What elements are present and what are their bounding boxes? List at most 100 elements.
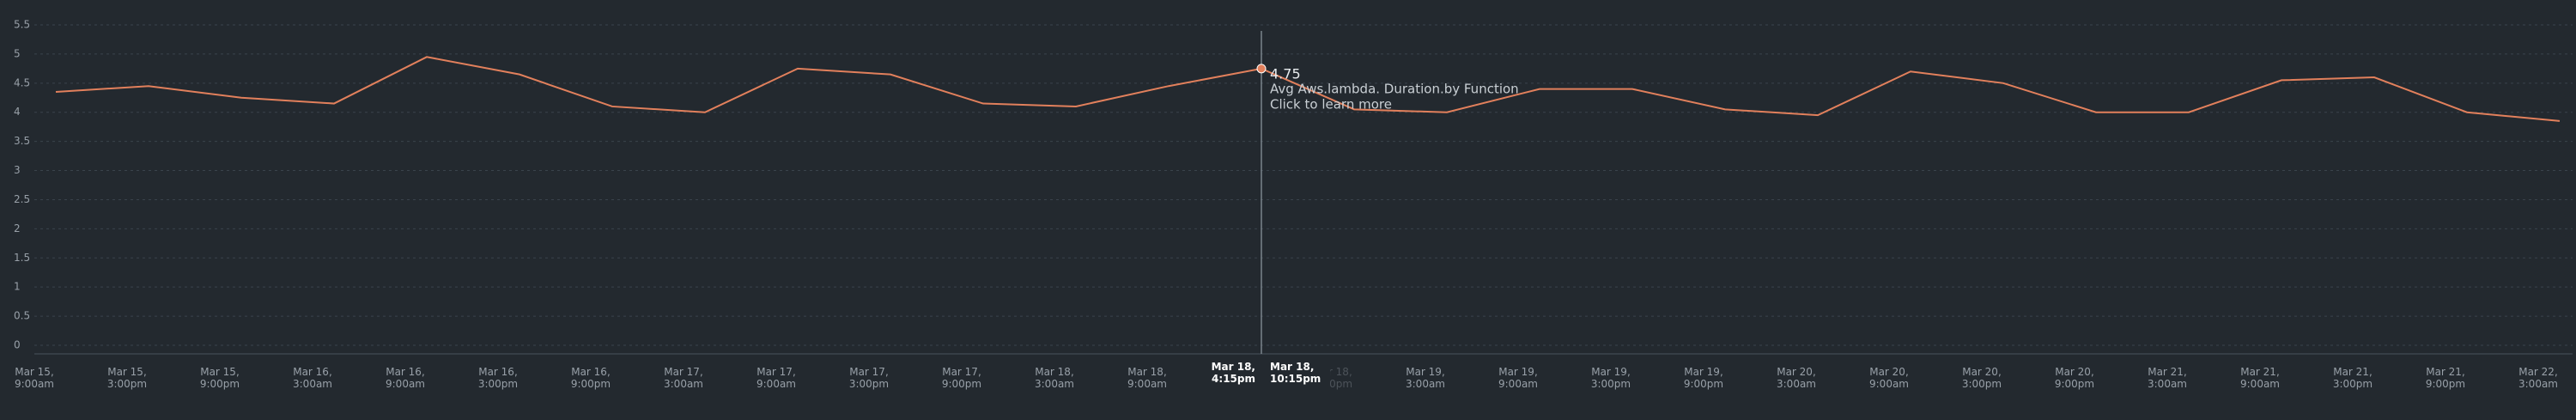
- x-tick-label-line: Mar 17,: [849, 366, 889, 378]
- x-tick-label: Mar 22, 3:00am: [2518, 366, 2558, 390]
- x-tick-label-line: Mar 15,: [200, 366, 240, 378]
- x-tick-label: Mar 19, 3:00pm: [1591, 366, 1631, 390]
- hover-x-label: Mar 18, 4:15pm: [1212, 361, 1255, 385]
- y-tick-label: 2: [14, 222, 21, 234]
- x-tick-label-line: Mar 20,: [1777, 366, 1816, 378]
- hover-x-label-line: 4:15pm: [1212, 373, 1255, 385]
- x-tick-label-line: 9:00pm: [2055, 378, 2094, 390]
- x-tick-label-line: 3:00pm: [2333, 378, 2372, 390]
- x-tick-label-line: 9:00pm: [1684, 378, 1723, 390]
- x-tick-label-line: Mar 18,: [1127, 366, 1167, 378]
- x-tick-label: Mar 17, 9:00am: [756, 366, 796, 390]
- x-tick-label-line: 3:00pm: [1591, 378, 1631, 390]
- x-tick-label-line: Mar 21,: [2148, 366, 2187, 378]
- x-tick-label-line: 9:00am: [1127, 378, 1167, 390]
- x-tick-label-line: Mar 22,: [2518, 366, 2558, 378]
- x-tick-label: Mar 21, 9:00am: [2240, 366, 2280, 390]
- x-tick-label-line: Mar 17,: [942, 366, 981, 378]
- x-tick-label-line: 9:00am: [15, 378, 54, 390]
- x-tick-label-line: 3:00am: [1406, 378, 1445, 390]
- x-tick-label-line: Mar 20,: [1869, 366, 1909, 378]
- hover-label-bg: [1210, 361, 1330, 388]
- x-tick-label-line: Mar 18,: [1035, 366, 1074, 378]
- x-tick-label-line: 3:00pm: [107, 378, 147, 390]
- x-tick-label-line: Mar 19,: [1591, 366, 1631, 378]
- x-tick-label-line: 9:00am: [756, 378, 796, 390]
- x-tick-label: Mar 15, 9:00am: [15, 366, 54, 390]
- x-tick-label-line: Mar 17,: [664, 366, 703, 378]
- x-tick-label-line: 9:00pm: [2426, 378, 2465, 390]
- x-tick-label: Mar 16, 9:00am: [386, 366, 425, 390]
- x-tick-label-line: 9:00am: [2240, 378, 2280, 390]
- x-tick-label-line: 3:00am: [293, 378, 332, 390]
- x-tick-label: Mar 16, 3:00am: [293, 366, 332, 390]
- x-tick-label-line: Mar 21,: [2333, 366, 2372, 378]
- x-tick-label-line: Mar 16,: [293, 366, 332, 378]
- y-tick-label: 2.5: [14, 193, 30, 205]
- x-tick-label-line: Mar 20,: [1962, 366, 2002, 378]
- x-tick-label: Mar 15, 9:00pm: [200, 366, 240, 390]
- hover-x-label: Mar 18, 10:15pm: [1270, 361, 1321, 385]
- x-tick-label: Mar 21, 3:00am: [2148, 366, 2187, 390]
- x-tick-label-line: 3:00pm: [478, 378, 518, 390]
- x-tick-label: Mar 21, 9:00pm: [2426, 366, 2465, 390]
- y-tick-label: 4: [14, 106, 21, 118]
- x-tick-label-line: Mar 15,: [15, 366, 54, 378]
- y-tick-label: 3.5: [14, 135, 30, 147]
- x-tick-label: Mar 15, 3:00pm: [107, 366, 147, 390]
- y-tick-label: 5: [14, 47, 21, 59]
- y-tick-label: 4.5: [14, 76, 30, 88]
- x-tick-label-line: Mar 16,: [386, 366, 425, 378]
- x-tick-label-line: Mar 16,: [478, 366, 518, 378]
- x-tick-label-line: 9:00am: [1869, 378, 1909, 390]
- x-tick-label-line: Mar 17,: [756, 366, 796, 378]
- tooltip-series: Avg Aws.lambda. Duration.by Function: [1270, 82, 1519, 97]
- hover-x-label-line: 10:15pm: [1270, 373, 1321, 385]
- x-tick-label-line: 3:00am: [2518, 378, 2558, 390]
- x-tick-label: Mar 16, 3:00pm: [478, 366, 518, 390]
- x-tick-label-line: 9:00pm: [942, 378, 981, 390]
- x-tick-label-line: 3:00am: [2148, 378, 2187, 390]
- y-tick-label: 1: [14, 281, 21, 293]
- x-tick-label: Mar 20, 9:00pm: [2055, 366, 2094, 390]
- x-tick-label-line: Mar 19,: [1406, 366, 1445, 378]
- y-tick-label: 3: [14, 164, 21, 176]
- x-tick-label: Mar 18, 3:00am: [1035, 366, 1074, 390]
- x-tick-label: Mar 17, 3:00am: [664, 366, 703, 390]
- y-tick-label: 5.5: [14, 19, 30, 31]
- x-tick-label: Mar 17, 9:00pm: [942, 366, 981, 390]
- x-tick-label: Mar 19, 3:00am: [1406, 366, 1445, 390]
- x-tick-label: Mar 18, 9:00am: [1127, 366, 1167, 390]
- x-tick-label: Mar 20, 3:00am: [1777, 366, 1816, 390]
- x-tick-label: Mar 16, 9:00pm: [571, 366, 611, 390]
- x-tick-label-line: 3:00pm: [1962, 378, 2002, 390]
- x-tick-label-line: 9:00pm: [571, 378, 611, 390]
- tooltip-cta: Click to learn more: [1270, 97, 1392, 113]
- x-tick-label-line: Mar 15,: [107, 366, 147, 378]
- x-tick-label-line: 3:00am: [664, 378, 703, 390]
- x-tick-label: Mar 19, 9:00am: [1498, 366, 1538, 390]
- x-tick-label-line: 3:00am: [1035, 378, 1074, 390]
- x-tick-label-line: Mar 19,: [1498, 366, 1538, 378]
- x-tick-label: Mar 17, 3:00pm: [849, 366, 889, 390]
- x-tick-label-line: 9:00am: [386, 378, 425, 390]
- y-tick-label: 1.5: [14, 252, 30, 264]
- x-tick-label: Mar 20, 3:00pm: [1962, 366, 2002, 390]
- x-tick-label-line: 9:00am: [1498, 378, 1538, 390]
- x-tick-label: Mar 20, 9:00am: [1869, 366, 1909, 390]
- hover-point: [1256, 64, 1267, 74]
- x-tick-label: Mar 19, 9:00pm: [1684, 366, 1723, 390]
- y-tick-label: 0: [14, 339, 21, 351]
- x-tick-label: Mar 21, 3:00pm: [2333, 366, 2372, 390]
- hover-x-label-line: Mar 18,: [1270, 361, 1314, 373]
- x-tick-label-line: 3:00am: [1777, 378, 1816, 390]
- x-tick-label-line: Mar 20,: [2055, 366, 2094, 378]
- x-tick-label-line: 9:00pm: [200, 378, 240, 390]
- x-tick-label-line: Mar 16,: [571, 366, 611, 378]
- tooltip-value: 4.75: [1270, 66, 1301, 82]
- x-tick-label-line: Mar 21,: [2240, 366, 2280, 378]
- series-line: [55, 56, 2561, 122]
